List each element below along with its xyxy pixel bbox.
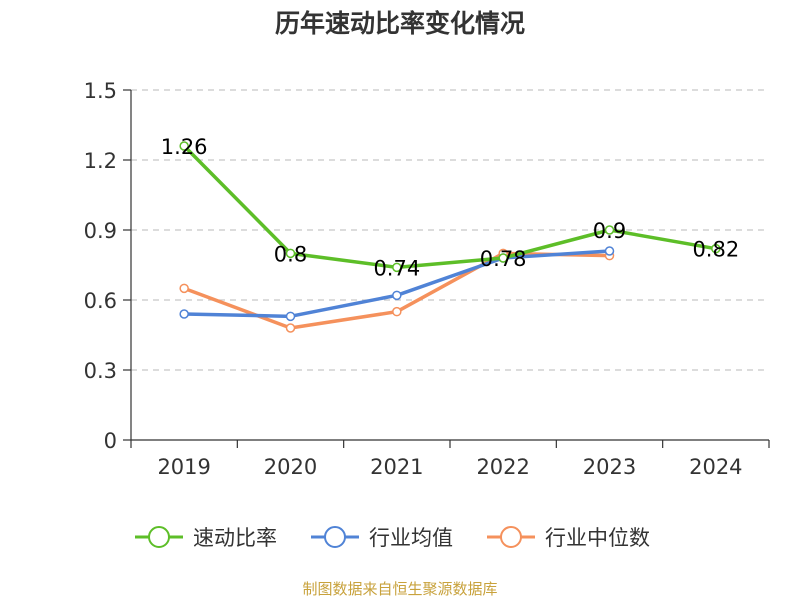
- label-layer: 1.26 0.8 0.74 0.78 0.9 0.82: [161, 135, 739, 280]
- data-point: [285, 248, 296, 259]
- legend-label: 速动比率: [193, 526, 277, 550]
- legend-swatch-marker: [500, 526, 522, 548]
- data-source-note: 制图数据来自恒生聚源数据库: [302, 580, 498, 598]
- x-tick-label: 2023: [583, 455, 636, 479]
- data-label: 0.78: [480, 247, 527, 271]
- data-point: [179, 141, 189, 151]
- data-label: 0.9: [593, 219, 626, 243]
- series-line-1: [182, 144, 717, 270]
- data-point: [179, 283, 189, 294]
- y-tick-label: 0: [104, 429, 117, 453]
- x-tick-label: 2022: [476, 455, 529, 479]
- data-label: 1.26: [161, 135, 208, 159]
- legend-swatch-marker: [148, 526, 170, 548]
- y-tick-label: 0.6: [84, 289, 117, 313]
- data-point: [498, 253, 508, 263]
- data-point: [392, 262, 402, 273]
- y-tick-label: 0.9: [84, 219, 117, 243]
- data-point: [711, 243, 721, 254]
- y-tick-label: 1.5: [84, 79, 117, 103]
- data-point: [392, 306, 402, 317]
- data-label: 0.8: [274, 242, 307, 266]
- data-point: [604, 225, 615, 235]
- grid-layer: [131, 89, 769, 371]
- x-tick-label: 2021: [370, 455, 423, 479]
- y-tick-label: 1.2: [84, 149, 117, 173]
- legend-label: 行业均值: [369, 526, 453, 550]
- legend-swatch-marker: [324, 526, 346, 548]
- x-tick-label: 2024: [689, 455, 742, 479]
- series-layer: [179, 141, 721, 333]
- legend: 速动比率 行业均值 行业中位数: [135, 526, 650, 550]
- y-tick-label: 0.3: [84, 359, 117, 383]
- data-point: [285, 323, 296, 333]
- data-point: [285, 311, 296, 322]
- data-point: [179, 309, 189, 319]
- legend-label: 行业中位数: [545, 526, 650, 550]
- chart-title: 历年速动比率变化情况: [274, 9, 525, 38]
- data-point: [392, 290, 402, 301]
- data-label: 0.74: [373, 256, 420, 280]
- axis-layer: 0 0.3 0.6 0.9 1.2 1.5 2019 2020 2021 2022 2023 2024: [84, 79, 770, 479]
- x-tick-label: 2020: [264, 455, 317, 479]
- x-tick-label: 2019: [157, 455, 210, 479]
- data-point: [604, 246, 615, 256]
- data-label: 0.82: [692, 238, 739, 262]
